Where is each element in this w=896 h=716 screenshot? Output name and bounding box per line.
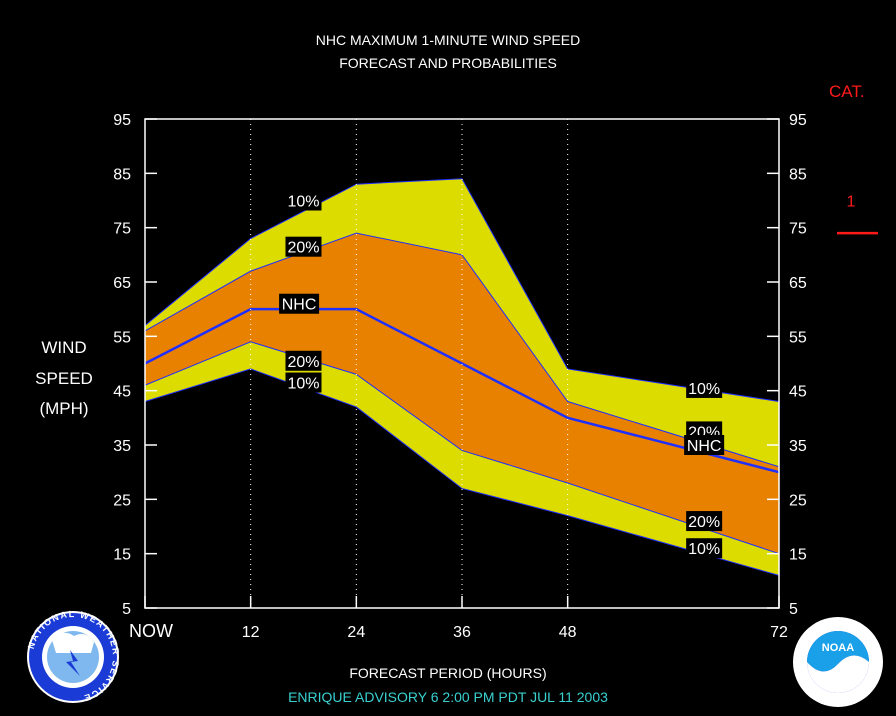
label-10%: 10% [688, 541, 720, 558]
label-box [285, 372, 322, 393]
y-tick-label-right: 85 [789, 166, 807, 183]
y-tick-label-right: 5 [789, 601, 798, 618]
y-axis-right: 5 15 25 35 45 55 65 75 85 95 [767, 112, 807, 618]
x-tick-label: 12 [242, 624, 260, 641]
y-tick-label-right: 45 [789, 384, 807, 401]
advisory-footer: ENRIQUE ADVISORY 6 2:00 PM PDT JUL 11 20… [288, 689, 608, 705]
y-tick-label-right: 35 [789, 438, 807, 455]
chart-title: NHC MAXIMUM 1-MINUTE WIND SPEED [315, 32, 581, 48]
label-10%: 10% [287, 376, 319, 393]
noaa-logo-text: NOAA [822, 642, 854, 654]
label-box [279, 293, 320, 314]
chart-subtitle: FORECAST AND PROBABILITIES [339, 55, 557, 71]
y-tick-label-left: 45 [113, 384, 131, 401]
label-box [285, 350, 322, 371]
label-box [684, 435, 725, 455]
x-tick-label: 24 [347, 624, 365, 641]
label-NHC: NHC [282, 297, 317, 314]
label-NHC: NHC [687, 438, 722, 455]
series-line-upper-10 [144, 178, 780, 403]
y-tick-label-right: 15 [789, 547, 807, 564]
label-20%: 20% [688, 514, 720, 531]
y-tick-label-right: 25 [789, 492, 807, 509]
x-tick-label: 72 [770, 624, 788, 641]
x-axis: NOW 12 24 36 48 72 [129, 596, 788, 641]
y-axis-label-line3: (MPH) [39, 399, 89, 418]
category-scale: 1 [837, 194, 878, 235]
series-line-forecast [144, 307, 780, 474]
y-axis-label-line1: WIND [41, 338, 87, 357]
y-tick-label-right: 55 [789, 329, 807, 346]
label-box [686, 511, 723, 532]
y-tick-label-right: 75 [789, 221, 807, 238]
y-tick-label-left: 25 [113, 492, 131, 509]
y-tick-label-left: 75 [113, 221, 131, 238]
category-label: CAT. [829, 82, 865, 101]
label-box [686, 538, 723, 559]
y-axis-left: 5 15 25 35 45 55 65 75 85 95 [113, 112, 157, 618]
x-tick-label: 36 [453, 624, 471, 641]
probability-bands [144, 178, 780, 576]
label-10%: 10% [688, 381, 720, 398]
nws-logo-icon: NATIONAL WEATHER SERVICE [26, 609, 120, 704]
label-10%: 10% [287, 194, 319, 211]
y-tick-label-left: 95 [113, 112, 131, 129]
y-tick-label-left: 5 [122, 601, 131, 618]
series-line-upper-20 [144, 232, 780, 468]
label-box [285, 236, 322, 257]
series-line-lower-20 [144, 341, 780, 555]
x-tick-label: NOW [129, 621, 173, 641]
y-tick-label-left: 65 [113, 275, 131, 292]
label-20%: 20% [287, 354, 319, 371]
series-line-lower-10 [144, 368, 780, 576]
x-tick-label: 48 [559, 624, 577, 641]
y-tick-label-left: 55 [113, 329, 131, 346]
label-20%: 20% [287, 240, 319, 257]
label-box [285, 190, 322, 211]
x-axis-label: FORECAST PERIOD (HOURS) [349, 665, 547, 681]
noaa-logo-icon: NOAA [793, 617, 883, 707]
y-tick-label-left: 15 [113, 547, 131, 564]
y-tick-label-right: 65 [789, 275, 807, 292]
y-tick-label-left: 35 [113, 438, 131, 455]
y-tick-label-left: 85 [113, 166, 131, 183]
y-axis-label-line2: SPEED [35, 369, 93, 388]
y-tick-label-right: 95 [789, 112, 807, 129]
category-level-label: 1 [847, 194, 856, 211]
label-box [686, 377, 723, 398]
